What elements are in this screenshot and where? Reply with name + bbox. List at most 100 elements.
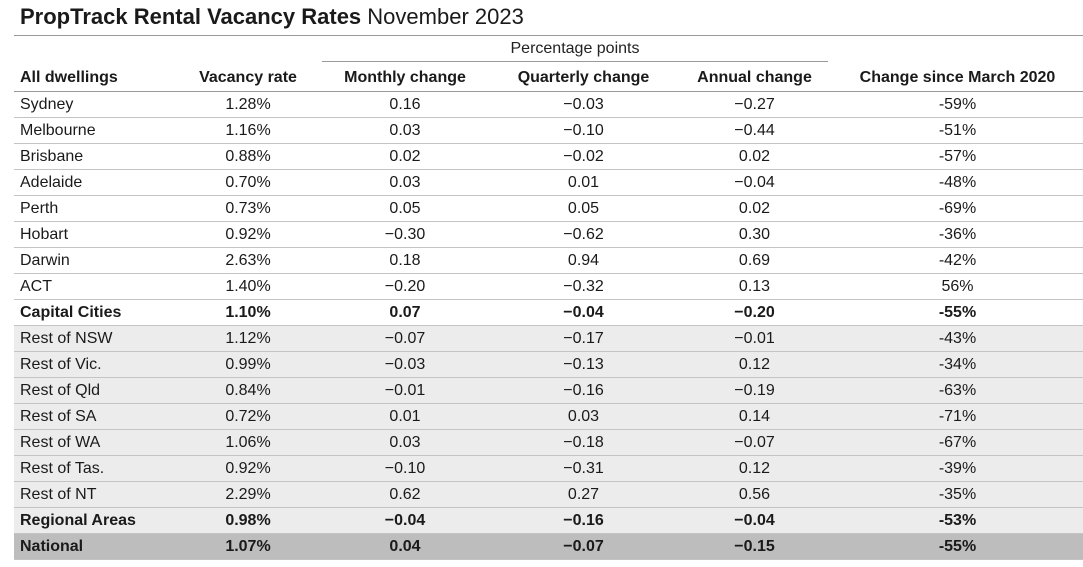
column-header: Change since March 2020 [832,64,1083,92]
row-label: Hobart [14,221,176,248]
table-cell: -55% [832,533,1083,560]
table-cell: −0.19 [677,377,832,404]
table-cell: −0.04 [490,299,677,326]
row-label: Regional Areas [14,507,176,534]
table-cell: −0.27 [677,91,832,118]
table-cell: −0.03 [490,91,677,118]
table-cell: 0.12 [677,455,832,482]
table-cell: -48% [832,169,1083,196]
table-cell: 0.27 [490,481,677,508]
column-header: Quarterly change [490,64,677,92]
table-cell: 0.05 [490,195,677,222]
row-label: Adelaide [14,169,176,196]
table-cell: −0.16 [490,507,677,534]
table-cell: −0.03 [320,351,490,378]
row-label: Darwin [14,247,176,274]
vacancy-rates-table: All dwellings Vacancy rate Monthly chang… [14,64,1083,560]
table-cell: −0.07 [490,533,677,560]
table-cell: -59% [832,91,1083,118]
table-cell: −0.07 [320,325,490,352]
table-cell: 1.28% [176,91,320,118]
table-cell: 0.92% [176,221,320,248]
column-header: Annual change [677,64,832,92]
table-cell: -34% [832,351,1083,378]
table-row: Rest of NSW 1.12% −0.07 −0.17 −0.01 -43% [14,325,1083,352]
table-cell: −0.20 [320,273,490,300]
row-label: National [14,533,176,560]
row-label: Brisbane [14,143,176,170]
table-cell: 0.99% [176,351,320,378]
row-label: Rest of SA [14,403,176,430]
table-cell: 0.02 [677,143,832,170]
table-cell: −0.30 [320,221,490,248]
top-divider [14,35,1083,36]
table-cell: -43% [832,325,1083,352]
table-cell: 0.03 [320,429,490,456]
row-label: Melbourne [14,117,176,144]
table-cell: 0.01 [490,169,677,196]
row-label: Rest of Tas. [14,455,176,482]
column-header: Monthly change [320,64,490,92]
table-row: ACT 1.40% −0.20 −0.32 0.13 56% [14,273,1083,300]
table-row: Hobart 0.92% −0.30 −0.62 0.30 -36% [14,221,1083,248]
table-cell: 0.70% [176,169,320,196]
table-row: Sydney 1.28% 0.16 −0.03 −0.27 -59% [14,91,1083,118]
table-cell: 0.03 [490,403,677,430]
table-cell: 0.02 [320,143,490,170]
table-cell: 1.12% [176,325,320,352]
row-label: Rest of NSW [14,325,176,352]
table-cell: -69% [832,195,1083,222]
table-row: Darwin 2.63% 0.18 0.94 0.69 -42% [14,247,1083,274]
table-cell: 2.29% [176,481,320,508]
table-body: Sydney 1.28% 0.16 −0.03 −0.27 -59% Melbourne 1.… [14,91,1083,560]
table-cell: 0.88% [176,143,320,170]
table-cell: 0.98% [176,507,320,534]
column-header: Vacancy rate [176,64,320,92]
table-cell: −0.62 [490,221,677,248]
column-header: All dwellings [14,64,176,92]
table-cell: 1.16% [176,117,320,144]
table-cell: 1.07% [176,533,320,560]
table-cell: −0.44 [677,117,832,144]
row-label: Capital Cities [14,299,176,326]
table-cell: 0.04 [320,533,490,560]
table-cell: -53% [832,507,1083,534]
table-row: Rest of Vic. 0.99% −0.03 −0.13 0.12 -34% [14,351,1083,378]
table-row: Rest of Qld 0.84% −0.01 −0.16 −0.19 -63% [14,377,1083,404]
table-cell: 2.63% [176,247,320,274]
table-cell: −0.04 [677,169,832,196]
table-cell: -35% [832,481,1083,508]
table-cell: 0.62 [320,481,490,508]
table-row: Rest of Tas. 0.92% −0.10 −0.31 0.12 -39% [14,455,1083,482]
table-cell: 0.73% [176,195,320,222]
table-cell: 0.02 [677,195,832,222]
title-main: PropTrack Rental Vacancy Rates [20,4,362,29]
table-cell: -63% [832,377,1083,404]
table-cell: 0.01 [320,403,490,430]
table-cell: −0.01 [677,325,832,352]
table-cell: −0.07 [677,429,832,456]
table-header-row: All dwellings Vacancy rate Monthly chang… [14,64,1083,92]
table-cell: −0.02 [490,143,677,170]
table-cell: -71% [832,403,1083,430]
group-header-underline [322,61,828,62]
table-cell: −0.04 [320,507,490,534]
table-row: Regional Areas 0.98% −0.04 −0.16 −0.04 -53% [14,507,1083,534]
table-cell: 0.03 [320,117,490,144]
table-cell: -51% [832,117,1083,144]
table-cell: -39% [832,455,1083,482]
table-cell: −0.17 [490,325,677,352]
group-header-percentage-points: Percentage points [510,40,640,57]
table-cell: 0.13 [677,273,832,300]
table-cell: −0.13 [490,351,677,378]
table-cell: 1.10% [176,299,320,326]
title-date: November 2023 [361,4,524,29]
table-cell: 56% [832,273,1083,300]
table-cell: −0.16 [490,377,677,404]
row-label: Rest of NT [14,481,176,508]
table-cell: −0.20 [677,299,832,326]
table-cell: -42% [832,247,1083,274]
row-label: ACT [14,273,176,300]
table-cell: 1.40% [176,273,320,300]
table-row: Rest of NT 2.29% 0.62 0.27 0.56 -35% [14,481,1083,508]
